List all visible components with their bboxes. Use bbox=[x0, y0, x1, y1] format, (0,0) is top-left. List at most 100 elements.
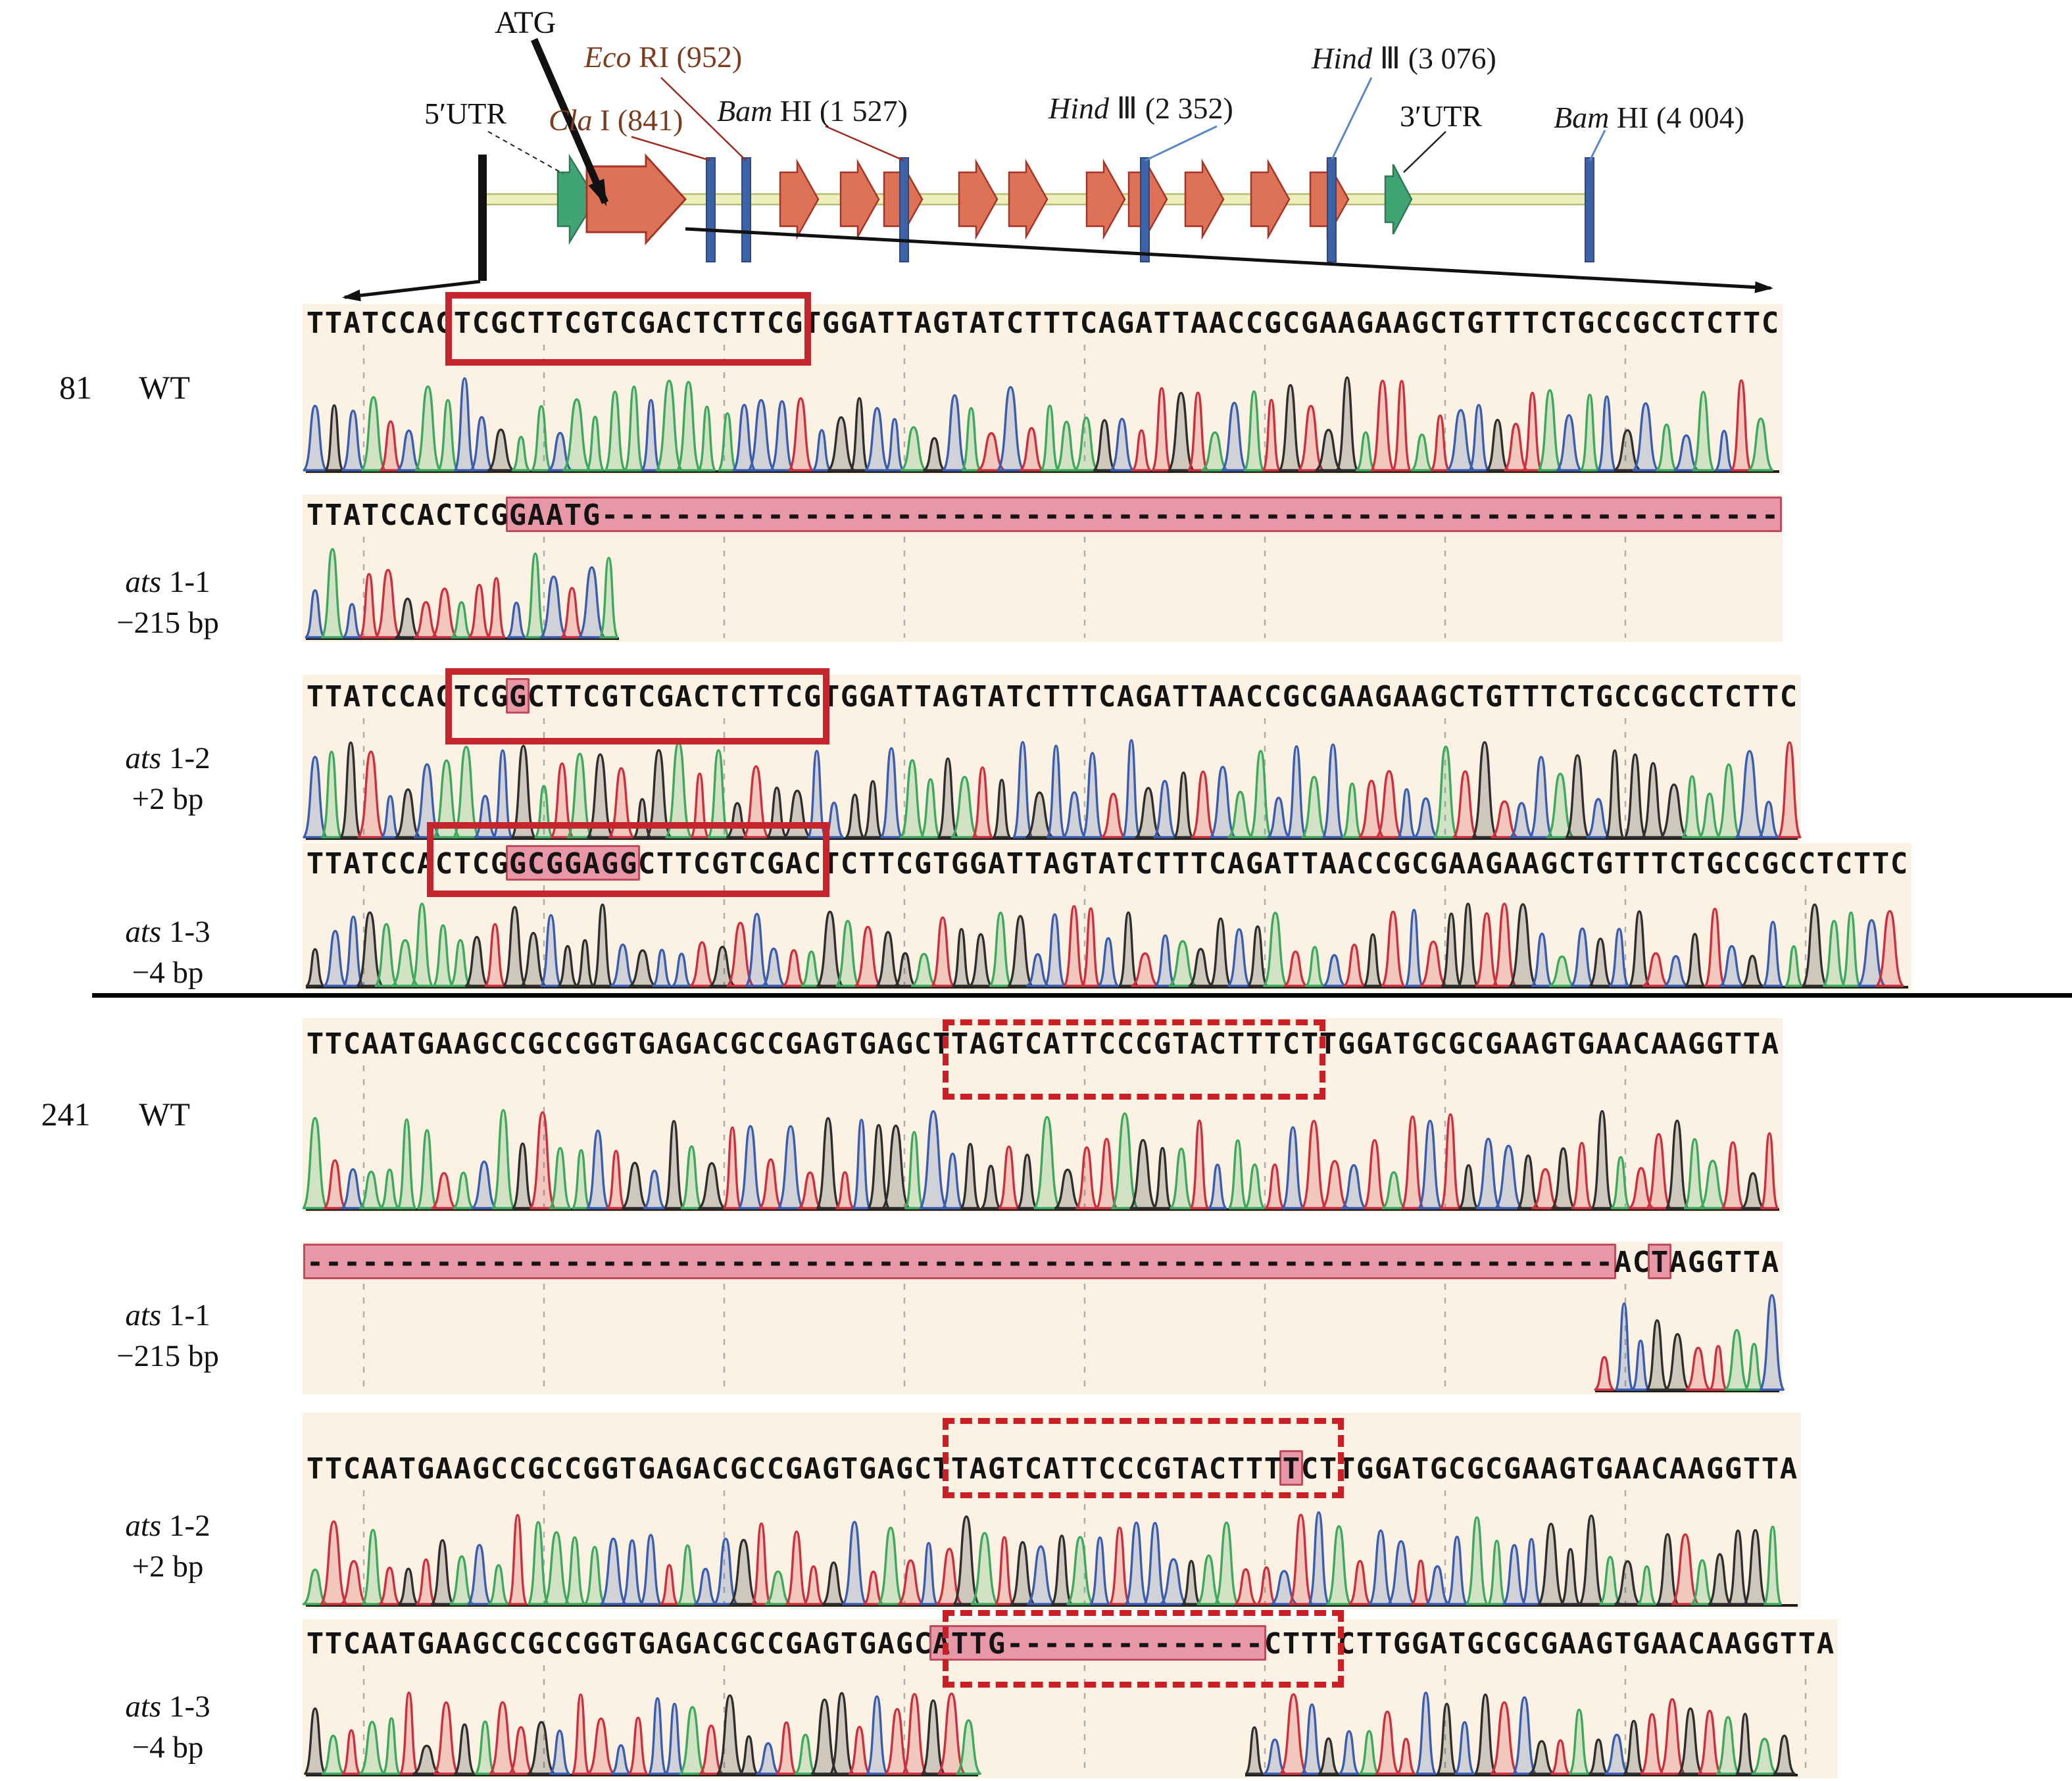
mutation-highlight bbox=[506, 845, 640, 881]
trace-peak bbox=[1143, 1522, 1167, 1605]
trace-peak bbox=[1228, 1139, 1248, 1209]
trace-peak bbox=[587, 1717, 615, 1775]
gene-map: ATG 5′UTR 3′UTR Cla I (841) Eco RI (952)… bbox=[342, 5, 1773, 302]
trace-peak bbox=[1348, 1559, 1371, 1605]
mutation-highlight bbox=[506, 497, 1782, 532]
trace-peak bbox=[655, 379, 683, 472]
trace-peak bbox=[1278, 383, 1302, 472]
trace-peak bbox=[852, 1119, 871, 1209]
trace-peak bbox=[1047, 744, 1066, 839]
leader-hind2 bbox=[1331, 77, 1373, 160]
trace-peak bbox=[1396, 1738, 1416, 1775]
trace-peak bbox=[937, 757, 958, 839]
trace-peak bbox=[900, 759, 925, 839]
trace-peak bbox=[764, 1570, 791, 1605]
trace-peak bbox=[1446, 1536, 1468, 1605]
trace-peak bbox=[303, 756, 328, 839]
trace-peak bbox=[972, 766, 993, 839]
trace-peak bbox=[1245, 1726, 1264, 1775]
trace-peak bbox=[864, 406, 890, 472]
trace-svg bbox=[302, 1490, 1798, 1607]
trace-peak bbox=[1528, 1740, 1555, 1775]
trace-peak bbox=[961, 406, 981, 472]
trace-peak bbox=[339, 741, 362, 839]
trace-peak bbox=[1234, 1568, 1258, 1605]
trace-peak bbox=[1055, 420, 1078, 472]
row-label: ats 1-3 bbox=[125, 915, 210, 949]
trace-peak bbox=[998, 1145, 1020, 1209]
trace-peak bbox=[1475, 912, 1498, 987]
trace-peak bbox=[1075, 1146, 1098, 1209]
trace-peak bbox=[1517, 1154, 1540, 1209]
trace-peak bbox=[1118, 911, 1139, 987]
exon-arrow bbox=[1085, 159, 1126, 240]
trace-peak bbox=[487, 577, 506, 639]
sequence-row: TTCAATGAAGCCGCCGGTGAGACGCCGAGTGAGCTTAGTC… bbox=[306, 1452, 1798, 1486]
trace-peak bbox=[1247, 925, 1268, 987]
row-label: ats 1-1 bbox=[125, 1298, 210, 1332]
trace-peak bbox=[1589, 937, 1612, 987]
utr5-tick bbox=[478, 155, 487, 281]
leader-bam1 bbox=[825, 125, 904, 162]
trace-peak bbox=[639, 1534, 662, 1605]
trace-peak bbox=[1387, 1540, 1416, 1605]
trace-peak bbox=[1659, 1698, 1686, 1775]
trace-peak bbox=[1631, 1339, 1650, 1391]
trace-peak bbox=[451, 601, 472, 639]
trace-peak bbox=[527, 1720, 556, 1775]
restriction-site-bar bbox=[899, 157, 909, 262]
trace-peak bbox=[491, 1109, 515, 1209]
exon-arrow bbox=[1008, 159, 1048, 240]
trace-peak bbox=[1474, 1693, 1496, 1775]
trace-peak bbox=[1565, 754, 1590, 839]
trace-peak bbox=[467, 1544, 492, 1605]
trace-peak bbox=[1548, 955, 1575, 987]
trace-peak bbox=[679, 1706, 706, 1775]
trace-peak bbox=[1381, 1171, 1406, 1209]
trace-peak bbox=[1081, 907, 1100, 987]
trace-peak bbox=[1446, 408, 1475, 472]
site-label-bam1: Bam HI (1 527) bbox=[717, 94, 908, 128]
trace-peak bbox=[560, 587, 583, 639]
trace-peak bbox=[1168, 940, 1197, 987]
trace-peak bbox=[1468, 404, 1489, 472]
trace-peak bbox=[1109, 1526, 1131, 1605]
trace-peak bbox=[1375, 769, 1403, 839]
trace-peak bbox=[1531, 1168, 1560, 1209]
utr5-arrow bbox=[556, 153, 597, 245]
leader-eco bbox=[660, 77, 747, 161]
trace-peak bbox=[1370, 379, 1395, 472]
trace-peak bbox=[694, 1567, 717, 1605]
trace-peak bbox=[1580, 393, 1600, 472]
trace-peak bbox=[1763, 1525, 1782, 1605]
trace-peak bbox=[697, 405, 716, 472]
trace-peak bbox=[816, 910, 844, 987]
restriction-site-bar bbox=[1585, 157, 1594, 262]
trace-peak bbox=[324, 404, 344, 472]
trace-peak bbox=[321, 548, 344, 639]
trace-peak bbox=[399, 1691, 419, 1775]
trace-peak bbox=[1759, 1294, 1785, 1391]
trace-peak bbox=[950, 775, 979, 839]
trace-peak bbox=[449, 1555, 474, 1605]
trace-peak bbox=[587, 753, 614, 839]
trace-peak bbox=[1343, 943, 1366, 987]
trace-peak bbox=[1560, 1548, 1581, 1605]
trace-peak bbox=[1537, 389, 1562, 472]
trace-peak bbox=[1135, 787, 1162, 839]
trace-peak bbox=[621, 1161, 649, 1209]
trace-peak bbox=[797, 1171, 823, 1209]
trace-peak bbox=[1151, 387, 1172, 472]
trace-peak bbox=[621, 1539, 643, 1605]
row-label: WT bbox=[139, 369, 190, 406]
trace-peak bbox=[671, 952, 692, 987]
trace-peak bbox=[1368, 1529, 1393, 1605]
trace-peak bbox=[894, 952, 917, 987]
trace-peak bbox=[1089, 1536, 1110, 1605]
row-label: ats 1-2 bbox=[125, 741, 210, 775]
trace-peak bbox=[305, 948, 325, 987]
trace-peak bbox=[474, 1720, 496, 1775]
trace-peak bbox=[1227, 791, 1253, 839]
trace-peak bbox=[413, 600, 439, 639]
mutation-highlight bbox=[929, 1625, 1266, 1661]
